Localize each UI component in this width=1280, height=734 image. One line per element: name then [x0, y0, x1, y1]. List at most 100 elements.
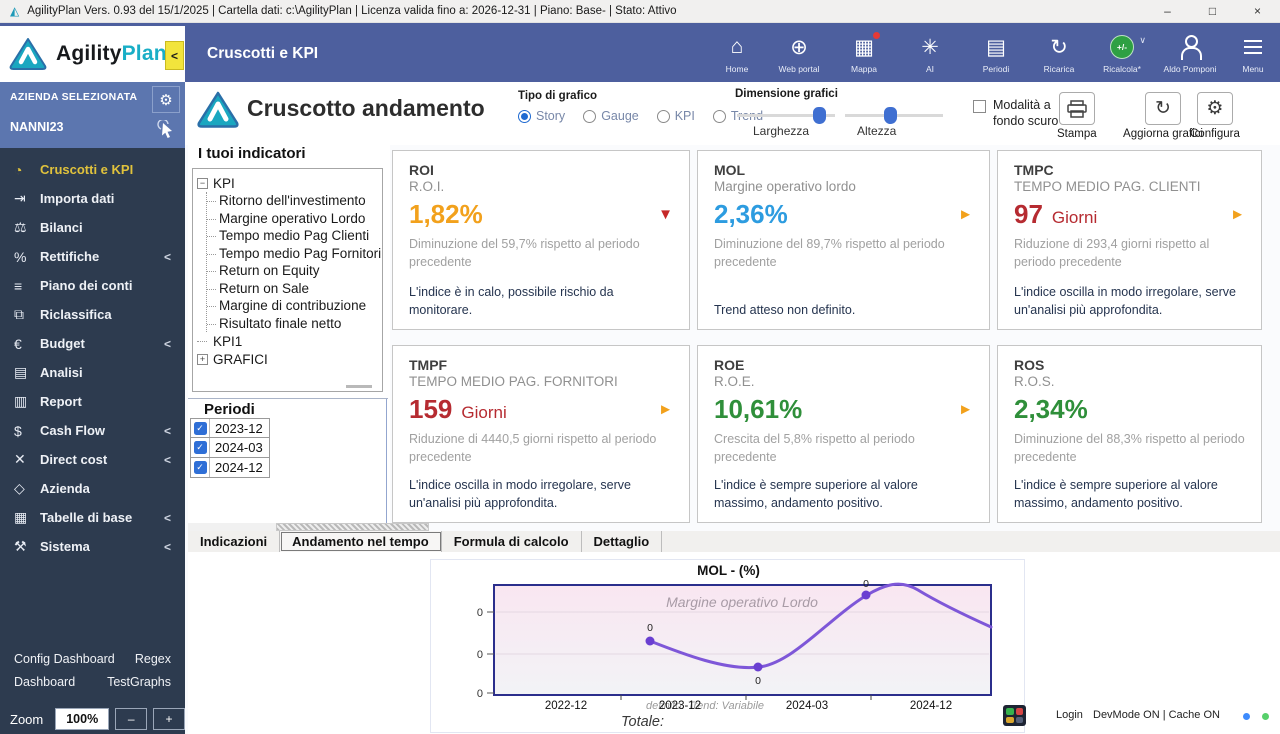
sidebar-item-azienda[interactable]: ◇ Azienda [14, 480, 90, 496]
tab-dettaglio[interactable]: Dettaglio [582, 531, 663, 552]
sidebar-item-riclassifica[interactable]: ⧉ Riclassifica [14, 306, 112, 322]
header-item-ricarica[interactable]: ↻ Ricarica [1027, 31, 1091, 75]
kpi-card-tmpc[interactable]: TMPC TEMPO MEDIO PAG. CLIENTI 97 Giorni ► … [997, 150, 1262, 330]
slider-thumb[interactable] [884, 107, 898, 124]
header-item-web-portal[interactable]: ⊕ Web portal [767, 31, 831, 75]
tree-leaf[interactable]: Return on Sale [207, 280, 380, 298]
checkbox-checked-icon[interactable]: ✓ [191, 438, 210, 457]
refresh-charts-button[interactable]: ↻ Aggiorna grafici [1113, 92, 1213, 140]
zoom-out-button[interactable]: – [115, 708, 148, 730]
checkbox-checked-icon[interactable]: ✓ [191, 458, 210, 477]
tree-node-grafici[interactable]: + GRAFICI [197, 350, 380, 368]
kpi-card-roe[interactable]: ROE R.O.E. 10,61% ► Crescita del 5,8% ris… [697, 345, 990, 523]
configure-button[interactable]: ⚙ Configura [1190, 92, 1240, 140]
maximize-button[interactable]: □ [1208, 4, 1217, 18]
sidebar-footer: Config Dashboard Regex Dashboard TestGra… [0, 652, 185, 698]
kpi-card-mol[interactable]: MOL Margine operativo lordo 2,36% ► Dimin… [697, 150, 990, 330]
report-doc-icon: ▥ [14, 393, 28, 409]
print-button[interactable]: Stampa [1057, 92, 1097, 140]
tree-node-kpi1[interactable]: KPI1 [197, 332, 380, 350]
minimize-button[interactable]: – [1164, 4, 1171, 18]
logo-wordmark: AgilityPlan [56, 42, 167, 65]
sidebar-item-cash-flow[interactable]: $ Cash Flow < [14, 422, 171, 439]
globe-icon: ⊕ [790, 35, 808, 59]
sidebar-item-piano-dei-conti[interactable]: ≡ Piano dei conti [14, 277, 133, 294]
sidebar-item-bilanci[interactable]: ⚖ Bilanci [14, 219, 83, 235]
link-dashboard[interactable]: Dashboard [14, 675, 76, 689]
sidebar-item-rettifiche[interactable]: % Rettifiche < [14, 248, 171, 265]
tree-leaf[interactable]: Margine di contribuzione [207, 297, 380, 315]
expand-box-icon[interactable]: + [197, 353, 208, 365]
radio-trend[interactable]: Trend [712, 109, 763, 123]
tree-leaf[interactable]: Tempo medio Pag Fornitori [207, 245, 381, 263]
radio-story[interactable]: Story [518, 109, 565, 123]
tree-leaf[interactable]: Ritorno dell'investimento [207, 192, 380, 210]
width-slider-label: Larghezza [753, 124, 810, 138]
diamond-icon: ◇ [14, 480, 25, 496]
darkmode-toggle[interactable]: Modalità a fondo scuro [973, 98, 1075, 129]
width-slider[interactable] [737, 107, 835, 124]
checkbox-icon[interactable] [973, 100, 986, 113]
tree-leaf[interactable]: Tempo medio Pag Clienti [207, 227, 380, 245]
login-link[interactable]: Login [1056, 709, 1083, 721]
sidebar-item-budget[interactable]: € Budget < [14, 335, 171, 352]
period-row[interactable]: ✓ 2023-12 [190, 418, 270, 438]
slider-thumb[interactable] [813, 107, 827, 124]
period-row[interactable]: ✓ 2024-03 [190, 438, 270, 458]
link-config-dashboard[interactable]: Config Dashboard [14, 652, 115, 666]
sidebar-item-cruscotti-e-kpi[interactable]: ◔ Cruscotti e KPI [14, 161, 134, 178]
chevron-icon: < [163, 423, 171, 438]
header-item-menu[interactable]: Menu [1228, 31, 1278, 74]
kpi-card-ros[interactable]: ROS R.O.S. 2,34% Diminuzione del 88,3% r… [997, 345, 1262, 523]
panel-hscrollbar[interactable] [188, 523, 429, 531]
tree-scrollbar[interactable] [346, 385, 372, 388]
status-grid-button[interactable] [1003, 705, 1026, 726]
indicators-panel: I tuoi indicatori − KPI Ritorno dell'inv… [188, 145, 390, 523]
sidebar-item-analisi[interactable]: ▤ Analisi [14, 364, 83, 380]
sidebar-collapse-button[interactable]: < [165, 41, 184, 70]
tab-formula-di-calcolo[interactable]: Formula di calcolo [442, 531, 582, 552]
header-item-periodi[interactable]: ▤ Periodi [964, 31, 1028, 75]
collapse-box-icon[interactable]: − [197, 177, 208, 189]
tab-andamento-nel-tempo[interactable]: Andamento nel tempo [280, 531, 442, 552]
period-row[interactable]: ✓ 2024-12 [190, 458, 270, 478]
sidebar-item-importa-dati[interactable]: ⇥ Importa dati [14, 190, 115, 206]
header-item-ricalcola[interactable]: +/- ∨ Ricalcola* [1103, 35, 1146, 74]
header-item-user[interactable]: Aldo Pomponi [1150, 31, 1230, 74]
tree-leaf[interactable]: Risultato finale netto [207, 315, 380, 333]
kpi-value: 10,61% [714, 394, 803, 424]
radio-gauge[interactable]: Gauge [583, 109, 639, 123]
devmode-status: DevMode ON | Cache ON [1093, 709, 1220, 721]
height-slider[interactable] [845, 107, 943, 124]
tree-leaf[interactable]: Return on Equity [207, 262, 380, 280]
data-point [645, 636, 655, 646]
zoom-in-button[interactable]: + [153, 708, 185, 730]
company-select-button[interactable] [152, 116, 180, 143]
scrollbar-thumb[interactable] [276, 523, 429, 531]
x-tick: 2024-03 [786, 700, 828, 712]
header-item-ai[interactable]: ✳ AI [898, 31, 962, 75]
tab-indicazioni[interactable]: Indicazioni [188, 531, 281, 552]
close-button[interactable]: × [1253, 4, 1261, 18]
zoom-value[interactable]: 100% [55, 708, 110, 730]
kpi-value: 2,36% [714, 199, 788, 229]
company-panel: AZIENDA SELEZIONATA NANNI23 ⚙ [0, 82, 185, 148]
link-regex[interactable]: Regex [134, 652, 171, 666]
sidebar-item-sistema[interactable]: ⚒ Sistema < [14, 538, 171, 554]
sidebar-item-direct-cost[interactable]: ✕ Direct cost < [14, 451, 171, 467]
header-item-mappa[interactable]: ▦ Mappa [832, 31, 896, 74]
tree-node-kpi[interactable]: − KPI [197, 174, 380, 192]
radio-icon [583, 109, 597, 123]
radio-kpi[interactable]: KPI [656, 109, 695, 123]
tree-leaf[interactable]: Margine operativo Lordo [207, 210, 380, 228]
kpi-card-roi[interactable]: ROI R.O.I. 1,82% ▼ Diminuzione del 59,7% … [392, 150, 690, 330]
analysis-doc-icon: ▤ [14, 364, 28, 380]
kpi-card-tmpf[interactable]: TMPF TEMPO MEDIO PAG. FORNITORI 159 Giorn… [392, 345, 690, 523]
checkbox-checked-icon[interactable]: ✓ [191, 419, 210, 437]
company-settings-button[interactable]: ⚙ [152, 86, 180, 113]
link-testgraphs[interactable]: TestGraphs [107, 675, 171, 689]
sidebar-item-tabelle-di-base[interactable]: ▦ Tabelle di base < [14, 509, 171, 525]
tab-content: MOL - (%) Margine operativo Lordo 0 0 0 [188, 552, 1280, 734]
sidebar-item-report[interactable]: ▥ Report [14, 393, 82, 409]
header-item-home[interactable]: ⌂ Home [705, 31, 769, 74]
